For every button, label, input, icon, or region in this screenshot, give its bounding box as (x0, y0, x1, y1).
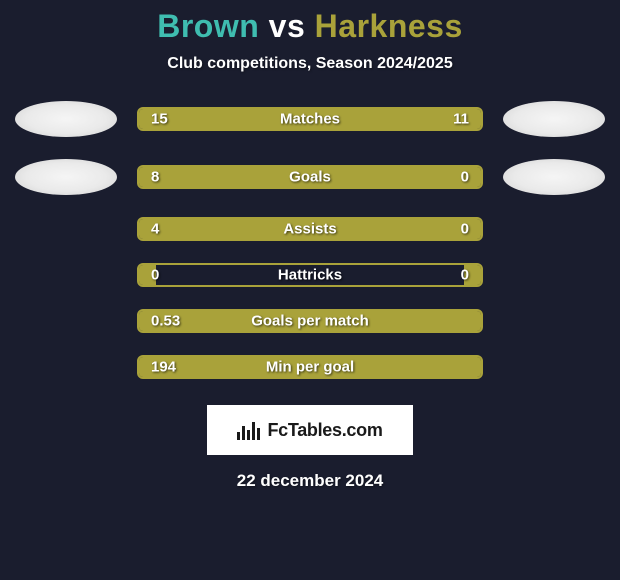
stat-label: Hattricks (278, 267, 342, 284)
page-title: Brown vs Harkness (0, 8, 620, 45)
stat-row: 194 Min per goal (0, 355, 620, 379)
stat-right-value: 0 (461, 267, 469, 284)
stat-bar: 15 Matches 11 (137, 107, 483, 131)
stat-left-value: 4 (151, 221, 159, 238)
stat-label: Goals (289, 169, 331, 186)
bar-left-fill (139, 219, 396, 239)
stat-right-value: 0 (461, 221, 469, 238)
date-label: 22 december 2024 (0, 471, 620, 491)
stat-bar: 0 Hattricks 0 (137, 263, 483, 287)
logo-text: FcTables.com (267, 420, 382, 441)
player2-name: Harkness (315, 8, 463, 44)
stat-left-value: 194 (151, 359, 176, 376)
player2-avatar (503, 101, 605, 137)
stat-left-value: 0 (151, 267, 159, 284)
bar-left-fill (139, 167, 396, 187)
stat-left-value: 15 (151, 111, 168, 128)
subtitle: Club competitions, Season 2024/2025 (0, 55, 620, 73)
stat-row: 0.53 Goals per match (0, 309, 620, 333)
stat-left-value: 0.53 (151, 313, 180, 330)
stat-label: Assists (283, 221, 336, 238)
stat-bar: 194 Min per goal (137, 355, 483, 379)
stat-row: 8 Goals 0 (0, 159, 620, 195)
logo-badge: FcTables.com (207, 405, 413, 455)
stat-row: 15 Matches 11 (0, 101, 620, 137)
player2-avatar (503, 159, 605, 195)
player1-avatar (15, 101, 117, 137)
stat-bar: 4 Assists 0 (137, 217, 483, 241)
stat-bar: 0.53 Goals per match (137, 309, 483, 333)
stat-bar: 8 Goals 0 (137, 165, 483, 189)
bar-chart-icon (237, 420, 261, 440)
stats-rows: 15 Matches 11 8 Goals 0 4 (0, 101, 620, 379)
vs-text: vs (269, 8, 306, 44)
stat-label: Goals per match (251, 313, 369, 330)
stat-left-value: 8 (151, 169, 159, 186)
stat-row: 0 Hattricks 0 (0, 263, 620, 287)
player1-avatar (15, 159, 117, 195)
stat-label: Min per goal (266, 359, 354, 376)
stat-label: Matches (280, 111, 340, 128)
stat-right-value: 0 (461, 169, 469, 186)
comparison-card: Brown vs Harkness Club competitions, Sea… (0, 0, 620, 580)
stat-right-value: 11 (453, 111, 469, 128)
player1-name: Brown (157, 8, 259, 44)
stat-row: 4 Assists 0 (0, 217, 620, 241)
